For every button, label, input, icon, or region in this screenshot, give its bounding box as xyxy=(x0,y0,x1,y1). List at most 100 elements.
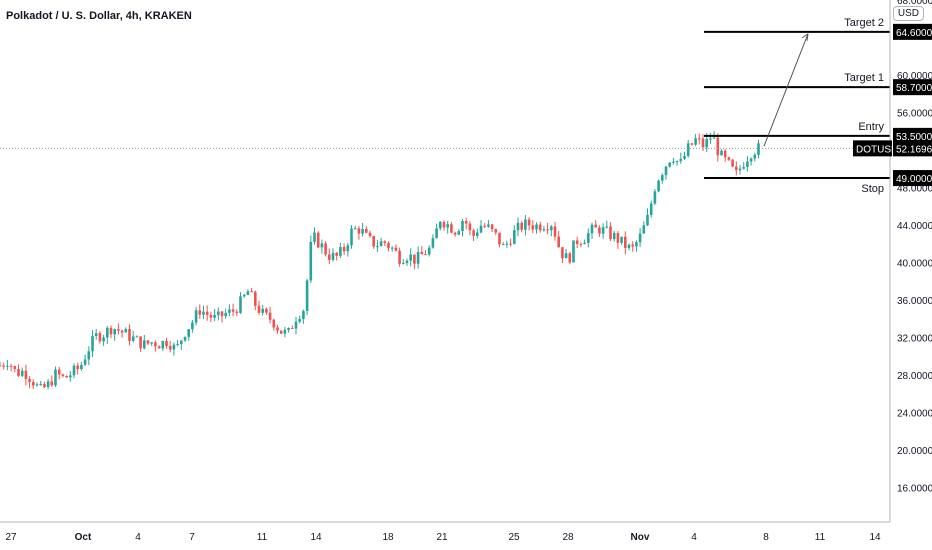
candle-body xyxy=(535,224,538,230)
candle-body xyxy=(594,224,597,228)
candle-body xyxy=(568,253,572,263)
price-tick-label: 24.0000 xyxy=(897,408,932,419)
candle-body xyxy=(468,223,472,231)
candle-body xyxy=(446,224,449,228)
time-axis[interactable]: 27 Oct 4 7 11 14 18 21 25 28 Nov 4 8 11 14 xyxy=(0,521,890,543)
candle-body xyxy=(135,336,139,338)
candle-body xyxy=(612,233,616,240)
candle-body xyxy=(150,342,153,344)
candle-body xyxy=(587,233,590,243)
candle-body xyxy=(683,155,686,159)
candle-body xyxy=(283,329,287,334)
candle-body xyxy=(731,159,734,167)
candle-body xyxy=(165,340,168,347)
candle-body xyxy=(102,337,105,342)
candle-body xyxy=(546,229,549,231)
level-label: Stop xyxy=(861,183,884,195)
candle-body xyxy=(457,231,461,235)
price-tick-label: 68.0000 xyxy=(897,0,932,7)
candle-body xyxy=(542,229,546,231)
price-tick-label: 60.0000 xyxy=(897,71,932,82)
level-label: Entry xyxy=(858,121,884,133)
candle-body xyxy=(635,242,638,247)
candle-body xyxy=(0,365,2,367)
candle-body xyxy=(69,375,72,378)
candle-body xyxy=(490,224,494,230)
candle-body xyxy=(516,222,520,231)
candle-body xyxy=(749,158,753,162)
candle-body xyxy=(720,150,723,156)
candle-body xyxy=(335,252,338,256)
candle-body xyxy=(20,370,24,376)
candle-body xyxy=(224,312,227,317)
candle-body xyxy=(194,310,198,323)
candle-body xyxy=(524,219,527,230)
level-label: Target 1 xyxy=(844,72,884,84)
candle-body xyxy=(65,375,68,378)
candle-body xyxy=(268,312,272,320)
candle-body xyxy=(205,311,209,315)
candle-body xyxy=(265,308,268,313)
time-tick-label: 8 xyxy=(763,532,769,543)
candle-body xyxy=(616,233,620,243)
candle-body xyxy=(686,143,690,156)
candle-body xyxy=(609,226,612,240)
time-tick-label: 11 xyxy=(815,532,826,543)
candle-body xyxy=(746,161,749,168)
symbol-box xyxy=(853,140,892,157)
candle-body xyxy=(424,254,427,256)
candle-body xyxy=(416,252,420,264)
candle-body xyxy=(439,221,442,229)
price-tick-label: 56.0000 xyxy=(897,108,932,119)
time-tick-label: 11 xyxy=(257,532,268,543)
price-tick-label: 16.0000 xyxy=(897,483,932,494)
candle-body xyxy=(257,305,261,313)
candle-body xyxy=(161,340,165,349)
candle-body xyxy=(231,309,235,312)
time-tick-label: 27 xyxy=(5,532,17,543)
candle-body xyxy=(531,225,535,230)
chart-title: Polkadot / U. S. Dollar, 4h, KRAKEN xyxy=(6,10,192,22)
candle-body xyxy=(757,143,760,155)
candle-body xyxy=(435,228,438,239)
time-tick-label: 14 xyxy=(869,532,881,543)
candle-body xyxy=(664,166,668,176)
candle-body xyxy=(453,232,457,235)
candle-body xyxy=(250,291,253,293)
candle-body xyxy=(39,383,42,385)
candle-body xyxy=(735,166,738,171)
candle-body xyxy=(291,327,294,329)
candle-body xyxy=(601,227,605,234)
level-label: Target 2 xyxy=(844,17,884,29)
candle-body xyxy=(642,225,646,234)
candle-body xyxy=(690,143,694,145)
candle-body xyxy=(117,329,120,331)
candle-body xyxy=(113,329,116,335)
candle-body xyxy=(98,333,102,342)
candle-body xyxy=(124,329,128,333)
candle-body xyxy=(246,291,250,295)
currency-badge[interactable]: USD xyxy=(892,6,924,21)
current-price-box xyxy=(893,140,932,157)
candle-body xyxy=(646,214,649,226)
candle-body xyxy=(653,191,657,204)
price-tick-label: 40.0000 xyxy=(897,258,932,269)
projection-arrow xyxy=(763,33,809,147)
candle-body xyxy=(157,346,161,349)
candle-body xyxy=(35,384,39,386)
candle-body xyxy=(409,254,412,261)
candle-body xyxy=(550,226,553,231)
price-tick-label: 20.0000 xyxy=(897,446,932,457)
candle-body xyxy=(9,365,13,367)
candle-body xyxy=(139,336,142,349)
level-price-text: 53.5000 xyxy=(896,132,932,143)
candle-body xyxy=(198,310,202,315)
overlays-layer: Target 2 Target 1 Entry Stop xyxy=(0,17,890,195)
price-axis[interactable]: 16.0000 20.0000 24.0000 28.0000 32.0000 36.00… xyxy=(853,0,932,522)
candle-body xyxy=(6,365,9,367)
level-price-box xyxy=(893,79,932,96)
candle-body xyxy=(705,139,708,148)
candle-body xyxy=(76,365,79,370)
candle-body xyxy=(279,330,283,334)
